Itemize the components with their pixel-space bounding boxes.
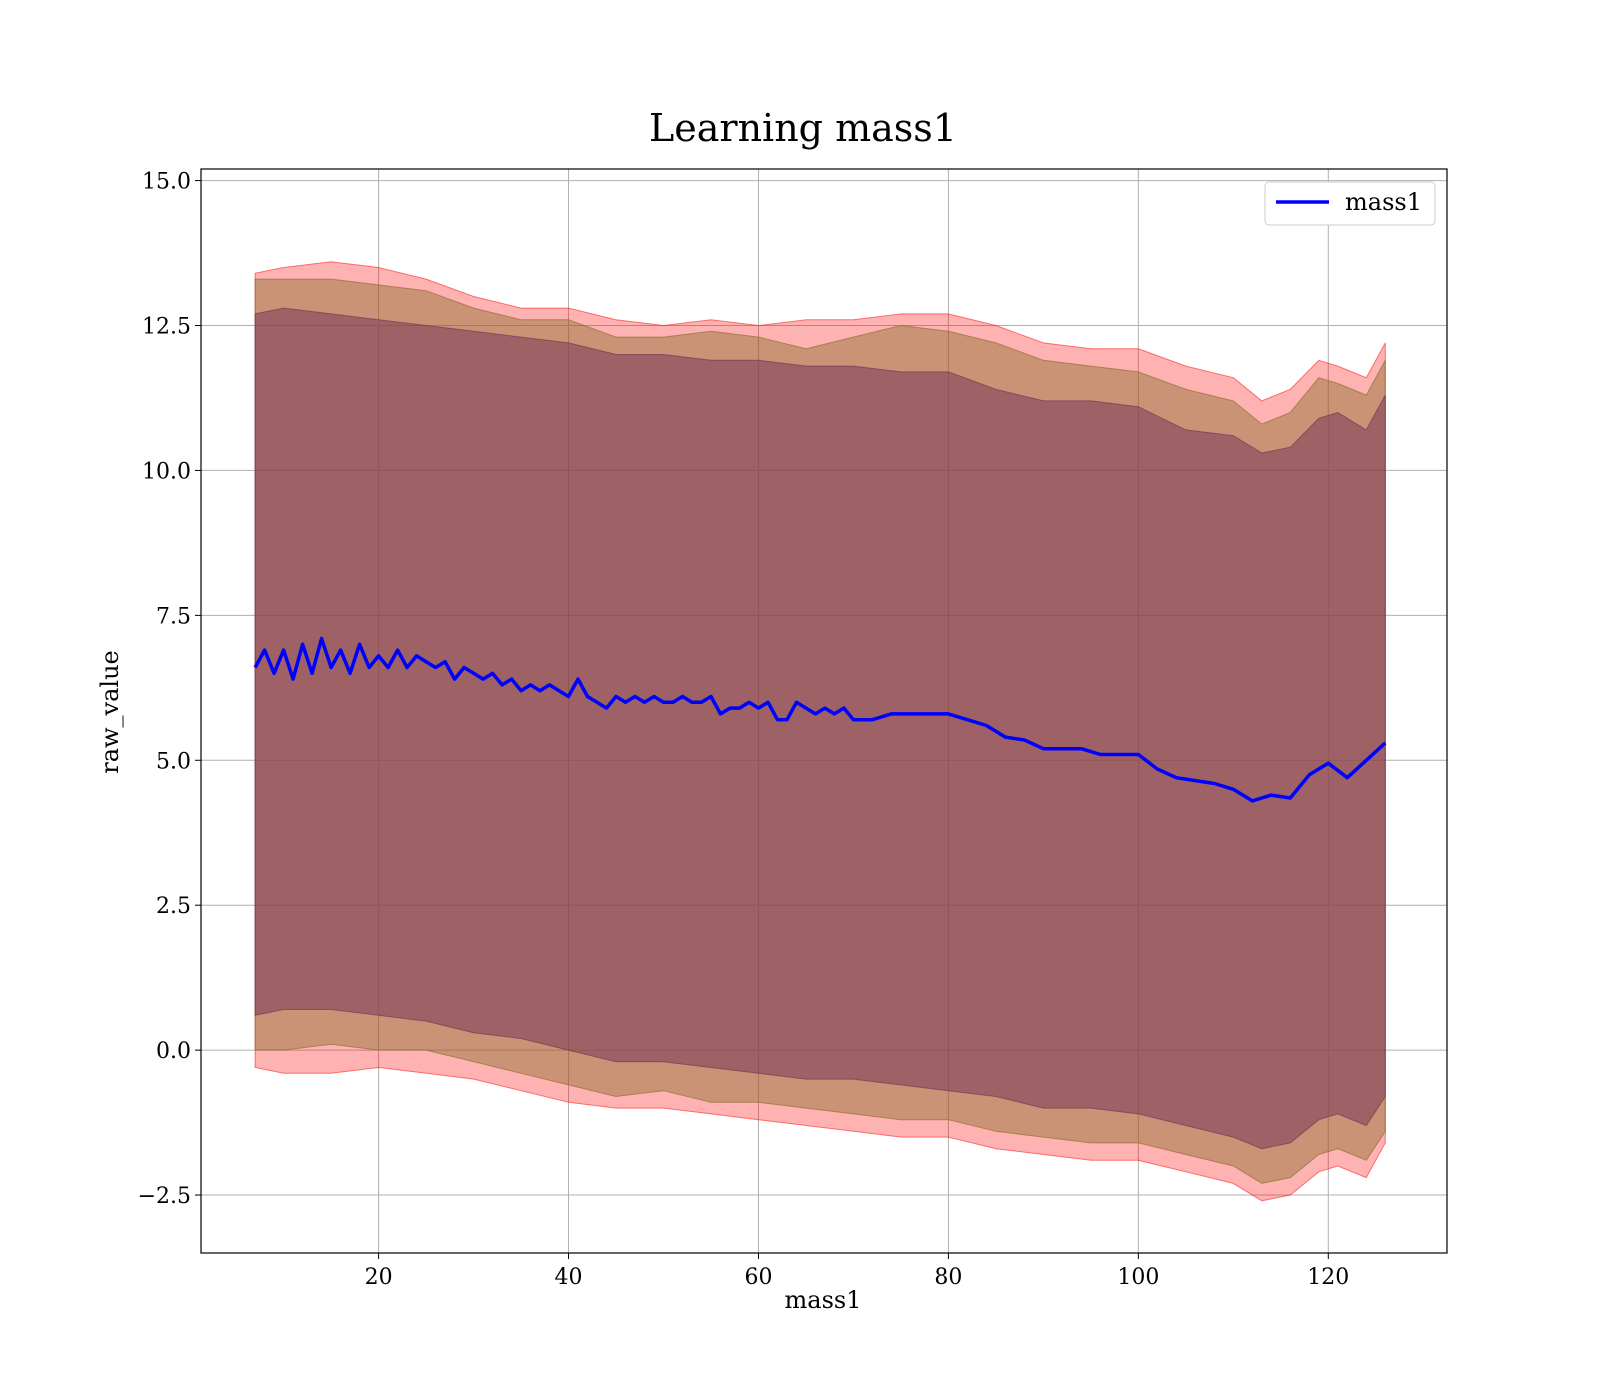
- y-tick-label: 0.0: [156, 1039, 191, 1064]
- series-line-mass1: [253, 636, 1387, 803]
- x-tick-label: 60: [744, 1265, 772, 1290]
- x-tick-label: 100: [1117, 1265, 1159, 1290]
- y-tick-label: 2.5: [156, 894, 191, 919]
- confidence-bands: [254, 261, 1386, 1202]
- x-tick-label: 20: [365, 1265, 393, 1290]
- confidence-band-3: [254, 307, 1386, 1150]
- x-axis-label: mass1: [785, 1286, 862, 1314]
- y-tick-label: 15.0: [142, 170, 191, 195]
- y-tick-label: 7.5: [156, 604, 191, 629]
- y-tick-label: 10.0: [142, 459, 191, 484]
- chart-title: Learning mass1: [649, 106, 957, 150]
- axes-frame: [200, 168, 1448, 1254]
- y-tick-label: 5.0: [156, 749, 191, 774]
- x-tick-label: 120: [1307, 1265, 1349, 1290]
- series-lines: [253, 636, 1387, 803]
- axis-ticks: 20 40 60 80 100 120 −2.5 0.0 2.5 5.0 7.5 10.0 12.5 15…: [138, 170, 1350, 1290]
- legend-label-mass1: mass1: [1345, 188, 1422, 216]
- y-tick-label: 12.5: [142, 315, 191, 340]
- plot-area: 20 40 60 80 100 120 −2.5 0.0 2.5 5.0 7.5 10.0 12.5 15…: [138, 168, 1448, 1290]
- x-tick-label: 40: [555, 1265, 583, 1290]
- legend: mass1: [1264, 181, 1436, 226]
- y-axis-label: raw_value: [96, 650, 124, 774]
- legend-box: [1264, 181, 1436, 226]
- y-tick-label: −2.5: [138, 1184, 191, 1209]
- x-tick-label: 80: [934, 1265, 962, 1290]
